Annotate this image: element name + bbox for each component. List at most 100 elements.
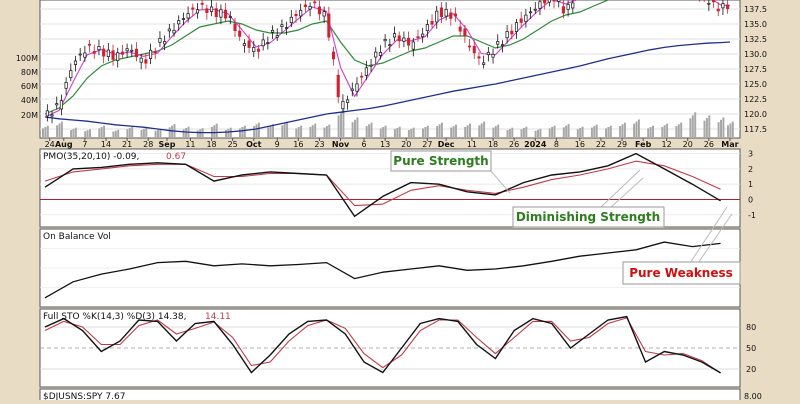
date-label: 12 bbox=[662, 140, 672, 149]
volume-bar bbox=[182, 129, 185, 137]
volume-bar bbox=[379, 128, 382, 137]
volume-bar bbox=[46, 125, 49, 137]
pure-strength-pointer bbox=[489, 169, 511, 194]
ratio-panel-bg bbox=[39, 388, 741, 404]
volume-y-ticks: 100M 80M 60M 40M 20M bbox=[16, 54, 38, 120]
volume-bar bbox=[60, 121, 63, 137]
volume-bar bbox=[511, 127, 514, 137]
candle-body bbox=[228, 16, 232, 18]
volume-bar bbox=[705, 118, 708, 137]
date-label: Oct bbox=[246, 140, 262, 149]
volume-bar bbox=[213, 125, 216, 137]
date-label: 2024 bbox=[524, 140, 547, 149]
sto-panel: 80 50 20 Full STO %K(14,3) %D(3) 14.38, 14… bbox=[39, 308, 756, 388]
volume-bar bbox=[382, 127, 385, 137]
volume-bar bbox=[455, 124, 457, 137]
volume-y-tick-label: 40M bbox=[21, 96, 38, 105]
date-label: 20 bbox=[401, 140, 411, 149]
volume-bar bbox=[621, 124, 624, 137]
volume-bar bbox=[74, 127, 77, 137]
candle-body bbox=[543, 0, 547, 4]
volume-bar bbox=[142, 128, 145, 137]
volume-bar bbox=[86, 130, 89, 137]
date-label: 23 bbox=[314, 140, 324, 149]
volume-bar bbox=[196, 130, 199, 137]
volume-bar bbox=[731, 121, 734, 137]
diminishing-strength-pointer-2 bbox=[609, 177, 644, 209]
volume-bar bbox=[286, 121, 289, 137]
volume-bar bbox=[525, 126, 528, 137]
sto-y-tick-label: 20 bbox=[746, 365, 756, 374]
candle-body bbox=[355, 83, 359, 92]
volume-bar bbox=[666, 123, 669, 137]
candle-body bbox=[716, 8, 720, 12]
candle-body bbox=[449, 12, 453, 19]
volume-bar bbox=[370, 122, 373, 137]
sto-legend-value: 14.11 bbox=[205, 312, 231, 322]
candle-body bbox=[430, 20, 434, 25]
volume-y-tick-label: 100M bbox=[16, 54, 38, 63]
pure-weakness-pointer-1 bbox=[689, 206, 728, 264]
pmo-y-tick-label: 0 bbox=[748, 195, 753, 204]
volume-bar bbox=[154, 130, 157, 137]
sto-y-ticks: 80 50 20 bbox=[746, 323, 756, 374]
volume-bar bbox=[272, 124, 274, 137]
sto-legend: Full STO %K(14,3) %D(3) 14.38, bbox=[43, 312, 187, 322]
date-axis: 24 Aug 7 14 21 28 Sep 11 18 25 Oct 9 16 23 Nov 6 13 20 27 D… bbox=[45, 138, 739, 149]
volume-bar bbox=[98, 128, 101, 137]
price-y-ticks: 137.5 135.0 132.5 130.0 127.5 125.0 122.5 120.0… bbox=[744, 5, 767, 134]
volume-bar bbox=[680, 122, 683, 137]
date-label: 9 bbox=[275, 140, 280, 149]
sto-y-tick-label: 50 bbox=[746, 344, 756, 353]
ratio-legend: $DJUSNS:SPY 7.67 bbox=[43, 392, 125, 400]
volume-bar bbox=[661, 126, 664, 137]
candle-body bbox=[514, 22, 519, 32]
candle-body bbox=[303, 4, 307, 7]
date-label: Aug bbox=[55, 140, 73, 149]
candle-body bbox=[294, 13, 298, 17]
pure-strength-box bbox=[390, 150, 492, 172]
date-label: 27 bbox=[422, 140, 432, 149]
volume-bar bbox=[225, 130, 227, 137]
candle-body bbox=[102, 48, 106, 57]
volume-bar bbox=[267, 127, 270, 138]
candle-body bbox=[533, 8, 537, 11]
candle-body bbox=[416, 36, 420, 38]
volume-bar bbox=[633, 123, 636, 137]
volume-bar bbox=[703, 120, 706, 137]
candle-body bbox=[519, 18, 523, 23]
candle-body bbox=[64, 81, 68, 89]
candle-body bbox=[195, 9, 200, 14]
candle-body bbox=[346, 99, 350, 103]
volume-bar bbox=[534, 130, 537, 137]
volume-bar bbox=[157, 129, 159, 137]
date-label: 18 bbox=[206, 140, 216, 149]
date-label: 25 bbox=[228, 140, 238, 149]
volume-bar bbox=[89, 129, 91, 137]
volume-bar bbox=[255, 124, 258, 137]
candle-body bbox=[411, 41, 415, 50]
candle-body bbox=[500, 44, 504, 47]
candle-body bbox=[275, 35, 279, 38]
candle-body bbox=[336, 74, 340, 98]
volume-bar bbox=[466, 125, 469, 137]
candle-body bbox=[308, 6, 312, 10]
volume-bar bbox=[483, 121, 486, 137]
diminishing-strength-label: Diminishing Strength bbox=[516, 210, 660, 224]
volume-bar bbox=[520, 129, 523, 137]
date-label: 16 bbox=[575, 140, 585, 149]
candle-body bbox=[144, 59, 148, 64]
volume-bar bbox=[652, 125, 654, 137]
obv-line bbox=[44, 241, 721, 299]
volume-bar bbox=[131, 126, 134, 137]
volume-bar bbox=[619, 126, 622, 137]
volume-bar bbox=[325, 126, 328, 137]
volume-bar bbox=[283, 123, 286, 137]
candle-body bbox=[505, 31, 509, 39]
candle-body bbox=[247, 40, 251, 48]
volume-bar bbox=[145, 127, 148, 137]
candle-body bbox=[261, 39, 265, 47]
volume-bar bbox=[722, 117, 725, 137]
candle-body bbox=[350, 88, 354, 92]
volume-bar bbox=[497, 124, 500, 137]
